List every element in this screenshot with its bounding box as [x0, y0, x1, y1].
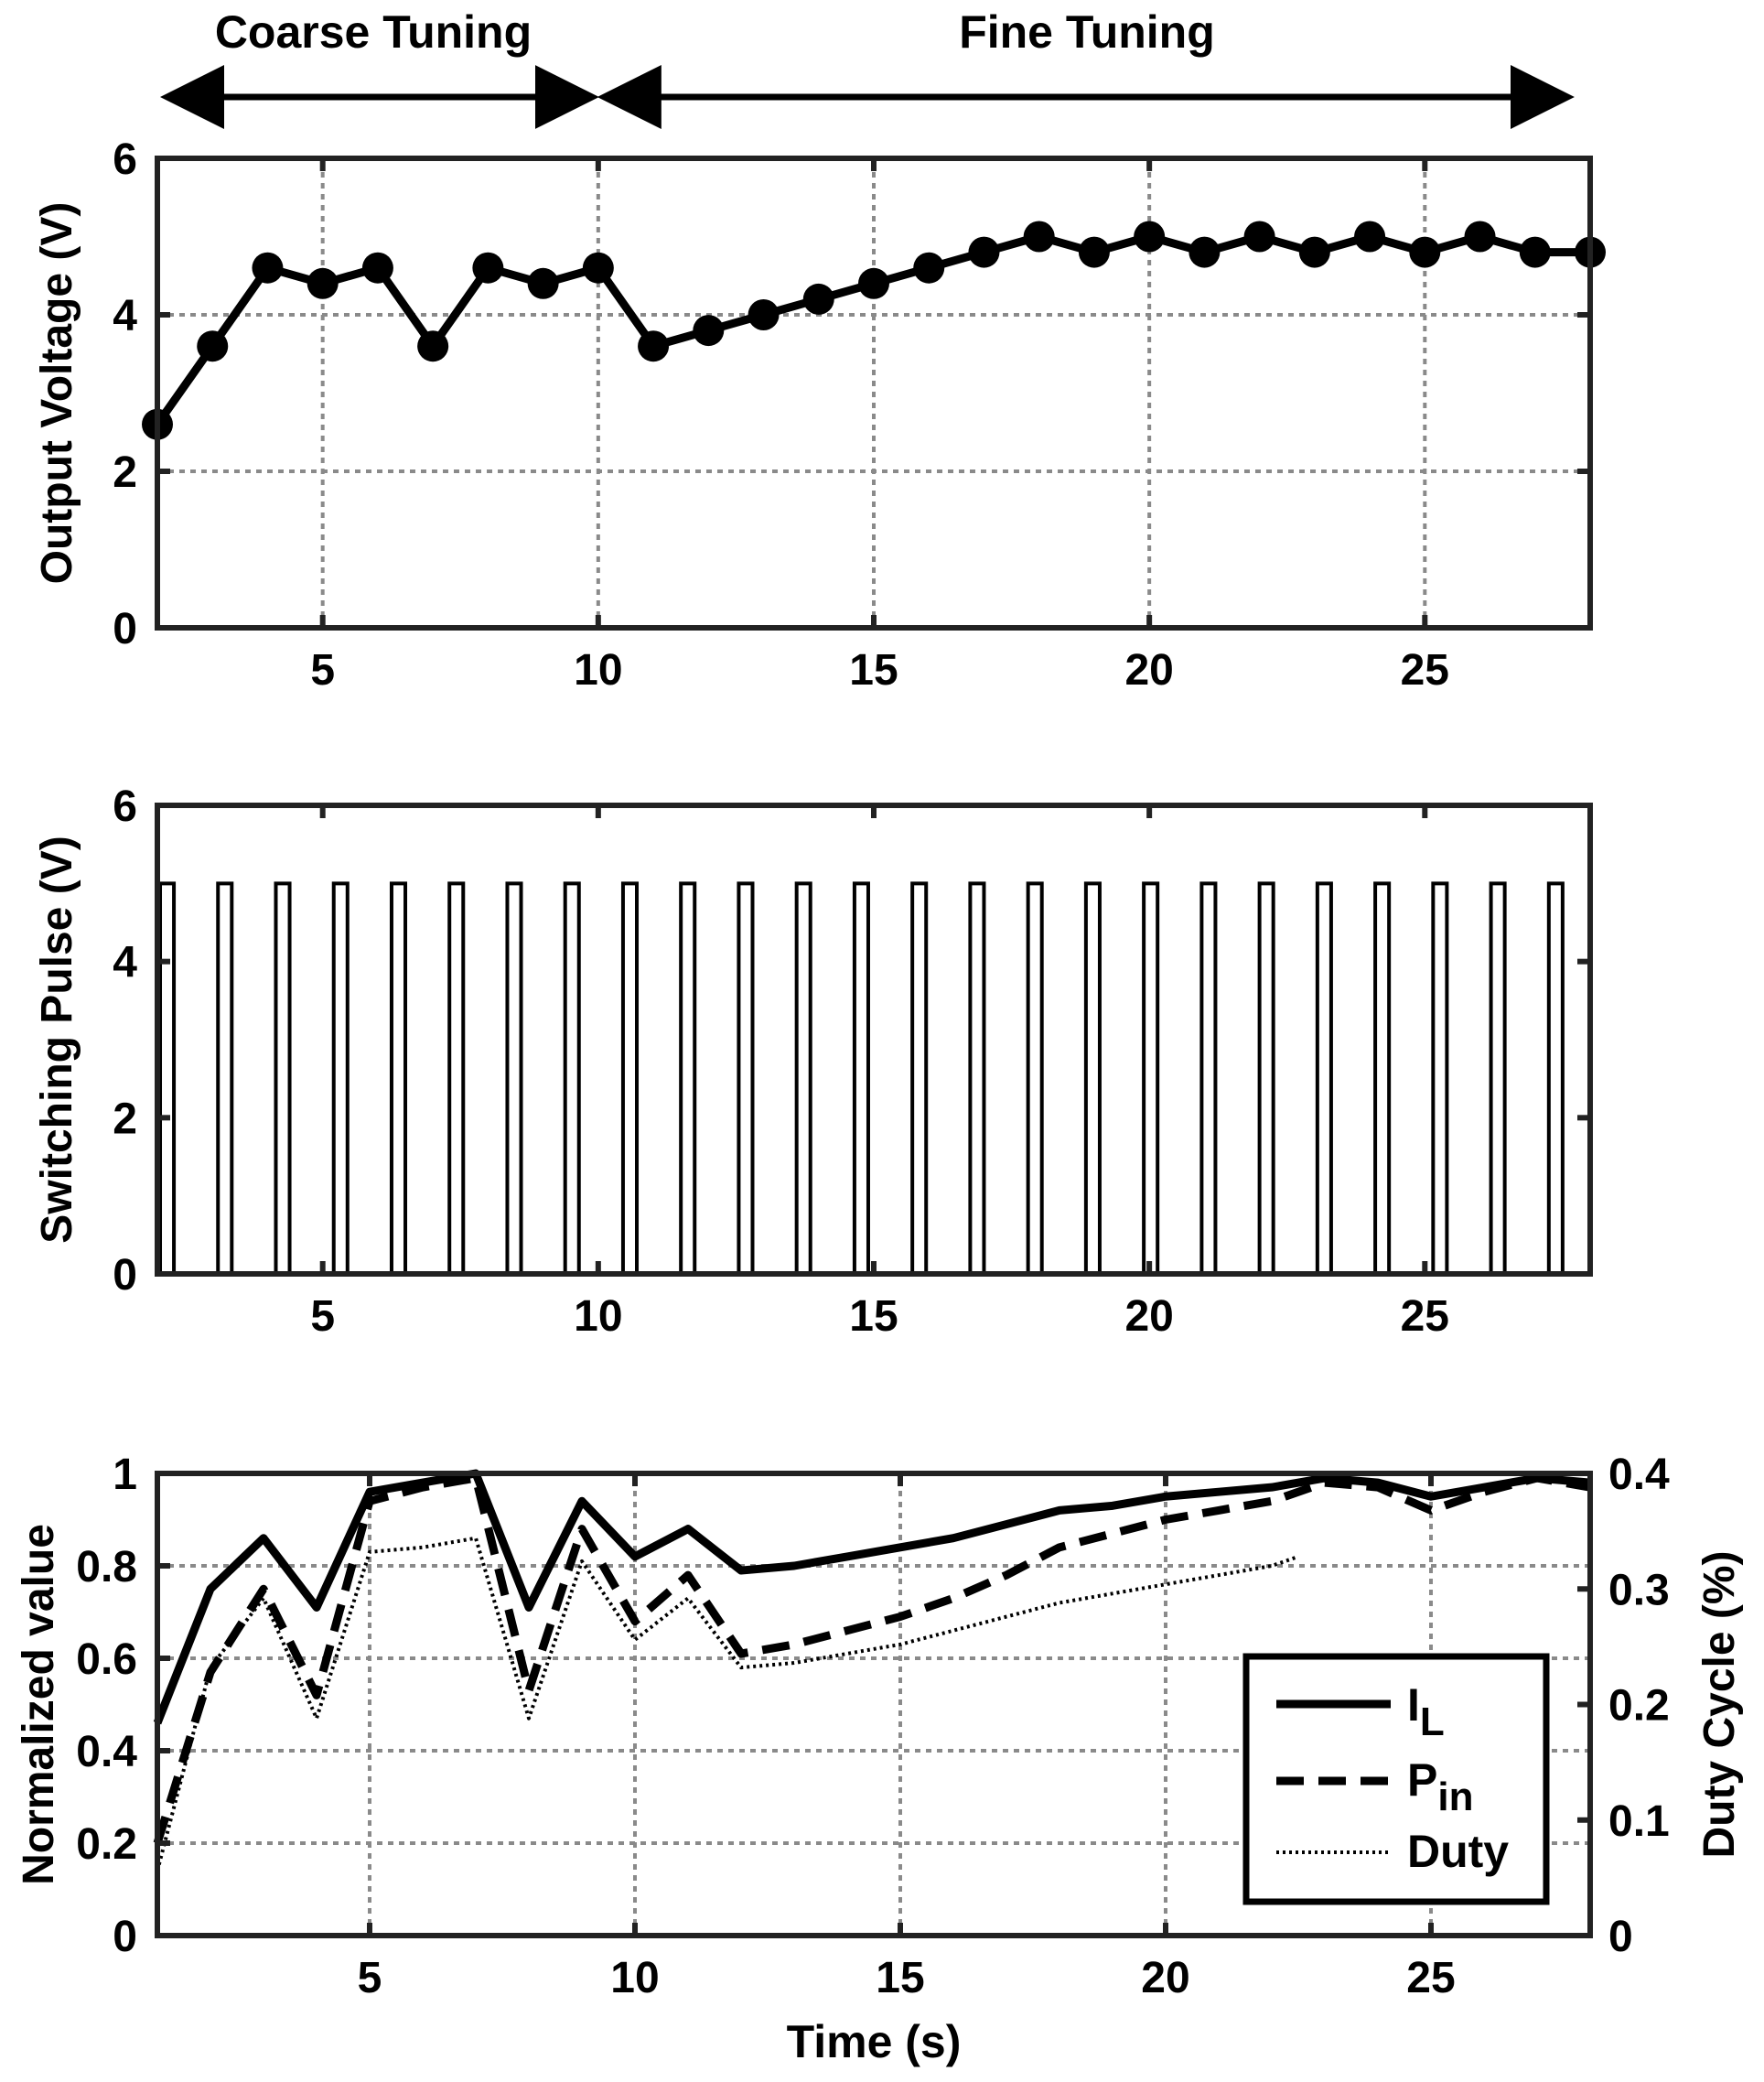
legend-label-duty: Duty: [1407, 1826, 1509, 1877]
output-voltage-point: [1409, 236, 1441, 268]
switching-pulse-series: [157, 881, 1590, 1276]
output-voltage-point: [1519, 236, 1551, 268]
output-voltage-point: [1464, 221, 1496, 253]
normalized-ylabel: Normalized value: [15, 1524, 63, 1885]
output-voltage-point: [1243, 221, 1275, 253]
legend-pin-main: P: [1407, 1754, 1437, 1806]
x-tick-label: 15: [849, 646, 898, 695]
output-voltage-point: [858, 267, 889, 299]
y2-tick-label: 0.1: [1608, 1797, 1670, 1846]
x-tick-label: 15: [849, 1292, 898, 1341]
switching-pulse-wave: [157, 881, 1590, 1276]
time-xlabel: Time (s): [787, 2016, 962, 2067]
output-voltage-series: [142, 221, 1606, 440]
x-tick-label: 15: [876, 1954, 924, 2002]
x-tick-label: 5: [310, 1292, 335, 1341]
x-tick-label: 25: [1401, 1292, 1449, 1341]
output-voltage-point: [1298, 236, 1330, 268]
y-tick-label: 2: [113, 448, 137, 497]
normalized-series: [153, 1469, 1591, 1872]
pin-line: [153, 1473, 1591, 1845]
y-tick-label: 0.2: [76, 1820, 137, 1869]
phase-annotation: Coarse Tuning Fine Tuning: [160, 6, 1575, 129]
legend-label-pin: Pin: [1407, 1754, 1473, 1819]
output-voltage-point: [582, 252, 614, 284]
output-voltage-point: [527, 267, 559, 299]
switching-pulse-ylabel: Switching Pulse (V): [33, 836, 81, 1243]
output-voltage-point: [472, 252, 504, 284]
output-voltage-point: [638, 330, 670, 362]
output-voltage-point: [307, 267, 339, 299]
y-tick-label: 0.6: [76, 1635, 137, 1684]
output-voltage-point: [748, 299, 780, 330]
x-tick-label: 25: [1406, 1954, 1455, 2002]
y-tick-label: 0: [113, 605, 137, 653]
output-voltage-point: [1078, 236, 1110, 268]
output-voltage-point: [1023, 221, 1055, 253]
output-voltage-ylabel: Output Voltage (V): [33, 202, 81, 585]
y-tick-label: 4: [113, 939, 137, 987]
coarse-tuning-label: Coarse Tuning: [215, 6, 532, 58]
y-tick-label: 4: [113, 292, 137, 340]
y-tick-label: 1: [113, 1451, 137, 1499]
output-voltage-chart: 5 10 15 20 25 0 2 4 6 Output Voltage (V): [33, 135, 1606, 695]
y-tick-label: 6: [113, 782, 137, 831]
output-voltage-point: [913, 252, 945, 284]
output-voltage-point: [197, 330, 229, 362]
output-voltage-point: [1134, 221, 1166, 253]
output-voltage-ticks: 5 10 15 20 25 0 2 4 6: [113, 135, 1590, 695]
y-tick-label: 0.4: [76, 1728, 137, 1776]
output-voltage-point: [417, 330, 449, 362]
y2-tick-label: 0: [1608, 1913, 1633, 1961]
y-tick-label: 0: [113, 1251, 137, 1300]
output-voltage-point: [1354, 221, 1386, 253]
output-voltage-point: [968, 236, 1000, 268]
duty-line: [156, 1536, 1299, 1872]
x-tick-label: 20: [1124, 1292, 1173, 1341]
switching-pulse-chart: 5 10 15 20 25 0 2 4 6 Switching Pulse (V): [33, 782, 1593, 1341]
legend-il-main: I: [1407, 1679, 1420, 1731]
y-tick-label: 6: [113, 135, 137, 184]
y2-tick-label: 0.2: [1608, 1682, 1670, 1731]
y-tick-label: 0: [113, 1913, 137, 1961]
y2-tick-label: 0.4: [1608, 1451, 1670, 1499]
x-tick-label: 5: [358, 1954, 382, 2002]
legend-label-il: IL: [1407, 1679, 1445, 1744]
il-line: [153, 1469, 1591, 1725]
fine-tuning-label: Fine Tuning: [959, 6, 1215, 58]
output-voltage-point: [693, 315, 725, 347]
y-tick-label: 2: [113, 1095, 137, 1143]
x-tick-label: 10: [610, 1954, 659, 2002]
y2-tick-label: 0.3: [1608, 1566, 1670, 1614]
legend: IL Pin Duty: [1242, 1653, 1550, 1905]
y-tick-label: 0.8: [76, 1543, 137, 1591]
legend-il-sub: L: [1420, 1699, 1445, 1744]
duty-cycle-ylabel: Duty Cycle (%): [1695, 1550, 1744, 1858]
output-voltage-point: [361, 252, 393, 284]
x-tick-label: 20: [1124, 646, 1173, 695]
output-voltage-grid: [157, 158, 1590, 628]
output-voltage-point: [1189, 236, 1221, 268]
output-voltage-point: [252, 252, 284, 284]
x-tick-label: 10: [574, 1292, 622, 1341]
switching-pulse-ticks: 5 10 15 20 25 0 2 4 6: [113, 782, 1590, 1341]
legend-pin-sub: in: [1437, 1775, 1473, 1819]
x-tick-label: 5: [310, 646, 335, 695]
x-tick-label: 25: [1401, 646, 1449, 695]
output-voltage-point: [802, 283, 834, 315]
x-tick-label: 10: [574, 646, 622, 695]
x-tick-label: 20: [1141, 1954, 1189, 2002]
